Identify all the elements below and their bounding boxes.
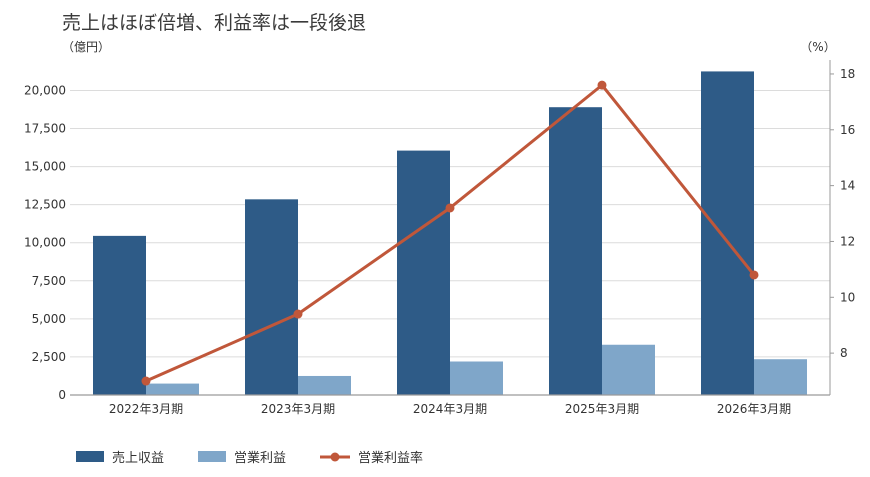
- y-right-tick-label: 8: [840, 346, 848, 360]
- x-tick-label: 2023年3月期: [261, 402, 335, 416]
- y-right-tick-label: 14: [840, 179, 855, 193]
- point-margin: [749, 270, 759, 280]
- legend-label-op-profit: 営業利益: [234, 451, 287, 466]
- y-left-tick-label: 7,500: [32, 274, 66, 288]
- legend: 売上収益 営業利益 営業利益率: [76, 447, 457, 466]
- point-margin: [445, 203, 455, 213]
- y-left-tick-label: 5,000: [32, 312, 66, 326]
- legend-label-margin: 営業利益率: [358, 451, 424, 466]
- x-tick-label: 2024年3月期: [413, 402, 487, 416]
- bar-sales: [549, 107, 602, 396]
- y-left-tick-label: 2,500: [32, 350, 66, 364]
- y-right-tick-label: 12: [840, 234, 855, 248]
- legend-item-op-profit: 営業利益: [198, 447, 286, 466]
- bar-sales: [245, 199, 298, 395]
- point-margin: [597, 80, 607, 90]
- y-left-tick-label: 12,500: [24, 198, 66, 212]
- bar-sales: [93, 235, 146, 395]
- bar-op-profit: [754, 359, 807, 395]
- y-left-tick-label: 15,000: [24, 160, 66, 174]
- y-left-tick-label: 10,000: [24, 236, 66, 250]
- bar-op-profit: [298, 375, 351, 395]
- bar-op-profit: [450, 361, 503, 395]
- bar-op-profit: [146, 383, 199, 395]
- legend-label-sales: 売上収益: [112, 451, 165, 466]
- combo-chart: 0 2,500 5,000 7,500 10,000 12,500 15,000 17,500…: [24, 40, 855, 416]
- legend-swatch-op-profit: [198, 451, 227, 462]
- y-right-unit-label: （%）: [800, 40, 835, 54]
- bar-sales: [701, 71, 754, 395]
- point-margin: [293, 309, 303, 319]
- y-right-tick-label: 10: [840, 290, 855, 304]
- legend-item-margin: 営業利益率: [320, 447, 423, 466]
- x-tick-label: 2022年3月期: [109, 402, 183, 416]
- bar-op-profit: [602, 344, 655, 395]
- point-margin: [141, 376, 151, 386]
- chart-title: 売上はほぼ倍増、利益率は一段後退: [62, 12, 367, 34]
- y-left-tick-label: 17,500: [24, 122, 66, 136]
- y-right-tick-label: 16: [840, 123, 855, 137]
- y-left-tick-label: 20,000: [24, 83, 66, 97]
- legend-swatch-sales: [76, 451, 104, 462]
- bar-sales: [397, 150, 450, 395]
- x-tick-label: 2026年3月期: [717, 402, 791, 416]
- legend-item-sales: 売上収益: [76, 447, 164, 466]
- legend-swatch-margin: [320, 452, 351, 461]
- y-left-tick-label: 0: [58, 388, 66, 402]
- y-right-tick-label: 18: [840, 67, 855, 81]
- x-tick-label: 2025年3月期: [565, 402, 639, 416]
- y-left-unit-label: （億円）: [62, 40, 110, 54]
